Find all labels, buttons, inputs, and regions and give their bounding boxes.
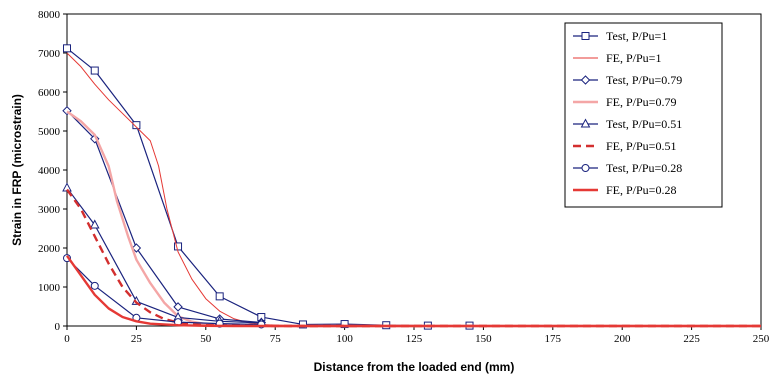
- y-tick-label: 8000: [38, 9, 61, 21]
- series-line: [66, 187, 262, 324]
- x-tick-label: 75: [270, 333, 282, 345]
- legend-label: Test, P/Pu=0.28: [606, 161, 682, 175]
- legend-box: [564, 22, 723, 208]
- circle-marker: [90, 281, 99, 290]
- x-tick-label: 225: [683, 333, 700, 345]
- triangle-marker: [580, 118, 591, 128]
- square-marker: [340, 320, 349, 329]
- square-marker: [298, 320, 307, 329]
- series-layer: [62, 44, 761, 330]
- legend-label: FE, P/Pu=0.79: [606, 95, 676, 109]
- legend-entry: FE, P/Pu=0.28: [573, 183, 676, 197]
- legend-label: FE, P/Pu=0.28: [606, 183, 676, 197]
- legend-label: Test, P/Pu=0.51: [606, 117, 682, 131]
- legend: Test, P/Pu=1 FE, P/Pu=1 Test, P/Pu=0.79 FE,…: [564, 22, 723, 208]
- y-tick-label: 3000: [38, 204, 61, 216]
- x-tick-label: 150: [475, 333, 492, 345]
- square-marker: [90, 66, 99, 75]
- x-tick-label: 25: [131, 333, 143, 345]
- series-line: [66, 110, 262, 324]
- legend-entry: FE, P/Pu=1: [573, 51, 661, 65]
- x-axis-label: Distance from the loaded end (mm): [314, 360, 515, 374]
- legend-label: Test, P/Pu=0.79: [606, 73, 682, 87]
- y-tick-label: 6000: [38, 87, 61, 99]
- y-tick-label: 1000: [38, 282, 61, 294]
- y-tick-label: 7000: [38, 48, 61, 60]
- series-line: [66, 257, 262, 326]
- x-tick-label: 200: [614, 333, 631, 345]
- triangle-marker: [89, 219, 100, 229]
- x-tick-label: 125: [406, 333, 423, 345]
- x-tick-label: 0: [64, 333, 70, 345]
- legend-entry: Test, P/Pu=0.79: [573, 73, 682, 87]
- y-tick-label: 5000: [38, 126, 61, 138]
- diamond-marker: [580, 75, 591, 85]
- legend-label: FE, P/Pu=0.51: [606, 139, 676, 153]
- legend-entry: Test, P/Pu=0.28: [573, 161, 682, 175]
- x-tick-label: 175: [545, 333, 562, 345]
- y-axis-label: Strain in FRP (microstrain): [10, 94, 24, 246]
- series-line: [66, 255, 761, 328]
- square-marker: [215, 292, 224, 301]
- x-tick-label: 100: [336, 333, 353, 345]
- circle-marker: [581, 164, 590, 172]
- y-tick-label: 2000: [38, 243, 61, 255]
- square-marker: [581, 32, 590, 40]
- square-marker: [63, 44, 71, 53]
- x-tick-label: 250: [753, 333, 770, 345]
- legend-label: Test, P/Pu=1: [606, 29, 667, 43]
- series-7: [66, 255, 761, 328]
- square-marker: [132, 121, 141, 130]
- legend-entry: Test, P/Pu=1: [573, 29, 667, 43]
- diamond-marker: [131, 243, 142, 253]
- legend-label: FE, P/Pu=1: [606, 51, 661, 65]
- x-tick-label: 50: [200, 333, 212, 345]
- diamond-marker: [173, 302, 183, 312]
- legend-entry: FE, P/Pu=0.79: [573, 95, 676, 109]
- legend-entry: FE, P/Pu=0.51: [573, 139, 676, 153]
- y-tick-label: 4000: [38, 165, 61, 177]
- legend-entry: Test, P/Pu=0.51: [573, 117, 682, 131]
- y-tick-label: 0: [55, 321, 61, 333]
